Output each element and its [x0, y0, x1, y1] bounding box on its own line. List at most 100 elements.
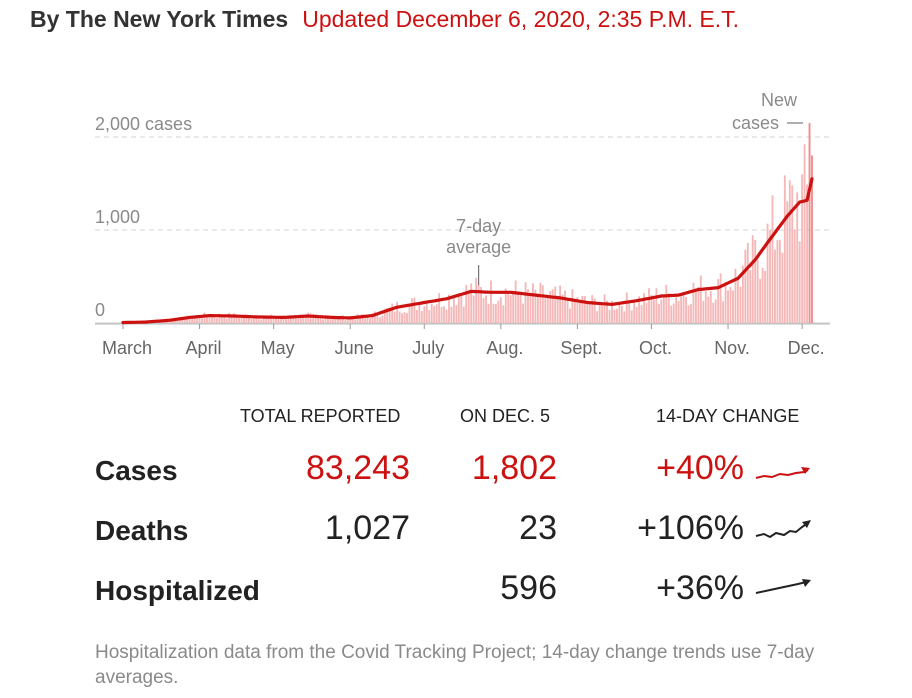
daily-case-bar — [309, 313, 312, 323]
daily-case-bar — [724, 281, 727, 323]
daily-case-bar — [470, 283, 473, 323]
daily-case-bar — [393, 311, 396, 323]
daily-case-bar — [690, 303, 692, 323]
daily-case-bar — [512, 290, 515, 323]
daily-case-bar — [529, 293, 532, 323]
daily-case-bar — [756, 260, 759, 323]
daily-case-bar — [606, 300, 608, 323]
daily-case-bar — [667, 293, 670, 323]
daily-case-bar — [450, 306, 453, 323]
daily-case-bar — [376, 315, 379, 323]
daily-case-bar — [339, 318, 342, 323]
daily-case-bar — [235, 316, 238, 323]
daily-case-bar — [536, 295, 539, 323]
daily-case-bar — [603, 294, 606, 323]
daily-case-bar — [215, 317, 218, 323]
x-tick-label: July — [412, 338, 444, 358]
daily-case-bar — [371, 313, 374, 323]
x-tick-label: March — [102, 338, 152, 358]
daily-case-bar — [240, 315, 243, 323]
daily-case-bar — [327, 317, 329, 323]
daily-case-bar — [191, 317, 194, 323]
daily-case-bar — [381, 315, 384, 323]
daily-case-bar — [522, 303, 524, 323]
daily-case-bar — [383, 308, 386, 323]
daily-case-bar — [482, 298, 485, 323]
hospitalized-change: +36% — [656, 569, 744, 607]
daily-case-bar — [206, 315, 208, 323]
daily-case-bar — [245, 314, 248, 323]
daily-case-bar — [633, 302, 636, 323]
daily-case-bar — [304, 313, 307, 323]
daily-case-bar — [556, 295, 559, 323]
daily-case-bar — [692, 282, 695, 323]
daily-case-bar — [793, 229, 796, 323]
daily-case-bar — [361, 314, 364, 323]
header: By The New York Times Updated December 6,… — [30, 6, 739, 33]
daily-case-bar — [699, 275, 702, 323]
deaths-total: 1,027 — [324, 509, 410, 547]
daily-case-bar — [472, 295, 475, 323]
daily-case-bar — [324, 317, 327, 323]
daily-case-bar — [425, 301, 428, 323]
daily-case-bar — [369, 318, 371, 323]
daily-case-bar — [554, 286, 557, 323]
daily-case-bar — [480, 286, 483, 323]
daily-case-bar — [685, 297, 687, 323]
daily-case-bar — [171, 320, 174, 323]
daily-case-bar — [408, 303, 411, 323]
annotation-seven-day-average: 7-day — [456, 216, 501, 236]
daily-case-bar — [225, 318, 228, 323]
daily-case-bar — [366, 316, 369, 323]
daily-case-bar — [657, 303, 660, 323]
x-tick-label: Oct. — [639, 338, 672, 358]
annotation-seven-day-average: average — [446, 237, 511, 257]
daily-case-bar — [307, 312, 310, 323]
daily-case-bar — [808, 123, 811, 323]
daily-case-bar — [193, 316, 196, 323]
daily-case-bar — [265, 315, 268, 323]
daily-case-bar — [709, 291, 712, 323]
daily-case-bar — [517, 291, 520, 323]
daily-case-bar — [751, 235, 754, 323]
daily-case-bar — [443, 306, 445, 323]
daily-case-bar — [514, 280, 517, 323]
daily-case-bar — [420, 310, 423, 323]
daily-case-bar — [415, 309, 418, 323]
daily-case-bar — [774, 249, 776, 323]
daily-case-bar — [601, 303, 604, 323]
daily-case-bar — [262, 317, 265, 323]
daily-case-bar — [576, 297, 579, 323]
cases-trend-sparkline — [755, 467, 810, 479]
daily-case-bar — [764, 270, 767, 323]
daily-case-bar — [761, 267, 764, 323]
col-header-on-day: ON DEC. 5 — [460, 406, 551, 426]
daily-case-bar — [746, 242, 749, 323]
daily-case-bar — [260, 319, 263, 323]
daily-case-bar — [457, 294, 460, 323]
daily-case-bar — [460, 295, 463, 323]
daily-case-bar — [744, 249, 747, 323]
daily-case-bar — [354, 319, 357, 323]
daily-case-bar — [287, 317, 290, 323]
daily-case-bar — [778, 240, 781, 323]
daily-case-bar — [759, 278, 762, 323]
byline: By The New York Times — [30, 6, 289, 32]
daily-case-bar — [201, 318, 203, 323]
daily-case-bar — [188, 318, 191, 323]
daily-case-bar — [391, 303, 394, 323]
y-tick-label: 0 — [95, 300, 105, 320]
daily-case-bar — [401, 313, 403, 323]
daily-case-bar — [729, 286, 732, 323]
daily-case-bar — [289, 318, 292, 323]
row-label-cases: Cases — [95, 455, 178, 486]
daily-case-bar — [388, 307, 391, 323]
daily-case-bar — [638, 296, 641, 323]
daily-case-bar — [588, 303, 591, 323]
daily-case-bar — [662, 297, 665, 323]
daily-case-bar — [811, 155, 813, 323]
daily-case-bar — [220, 316, 223, 323]
daily-case-bar — [625, 292, 628, 323]
daily-case-bar — [440, 307, 443, 323]
daily-case-bar — [682, 292, 685, 323]
